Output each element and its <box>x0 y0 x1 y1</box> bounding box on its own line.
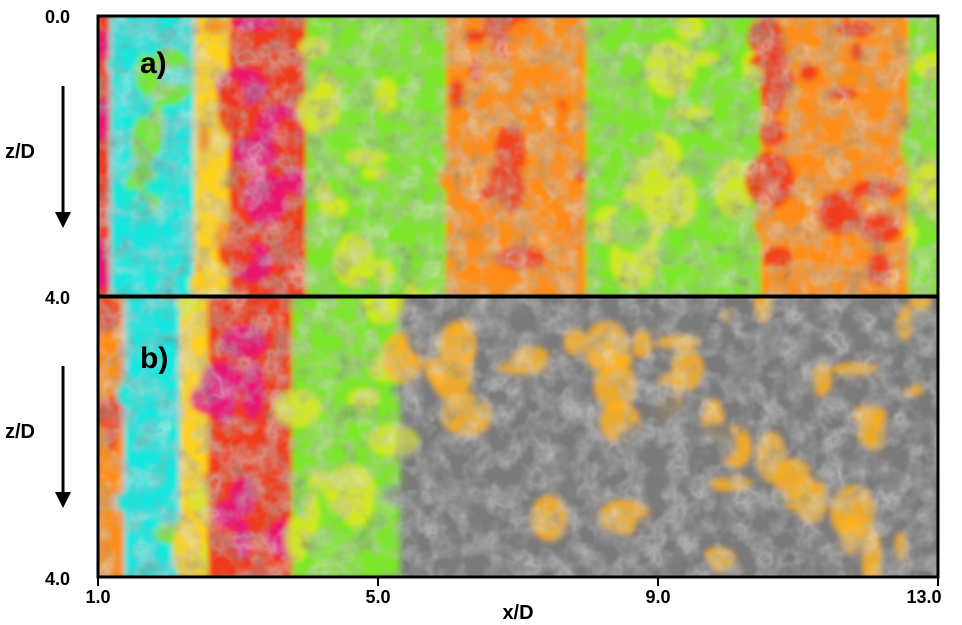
panel-a: a) <box>98 16 938 296</box>
y-tick-label: 4.0 <box>45 288 70 308</box>
y-axis-label: z/D <box>5 421 35 443</box>
down-arrow-icon <box>55 86 71 228</box>
y-axis-label: z/D <box>5 141 35 163</box>
down-arrow-icon <box>55 366 71 508</box>
panel-a-label: a) <box>140 47 167 80</box>
x-tick-label: 9.0 <box>645 587 670 607</box>
x-tick-label: 5.0 <box>365 587 390 607</box>
panel-b: b) <box>98 297 938 577</box>
x-axis: 1.0 5.0 9.0 13.0 <box>85 577 942 607</box>
x-tick-label: 1.0 <box>85 587 110 607</box>
y-tick-label: 4.0 <box>45 569 70 589</box>
x-tick-label: 13.0 <box>906 587 941 607</box>
panel-b-frame <box>96 295 940 579</box>
panel-b-label: b) <box>140 342 168 375</box>
y-tick-label: 0.0 <box>45 7 70 27</box>
x-axis-label: x/D <box>502 602 533 624</box>
panel-a-texture <box>98 16 938 296</box>
panel-b-texture <box>98 297 938 577</box>
